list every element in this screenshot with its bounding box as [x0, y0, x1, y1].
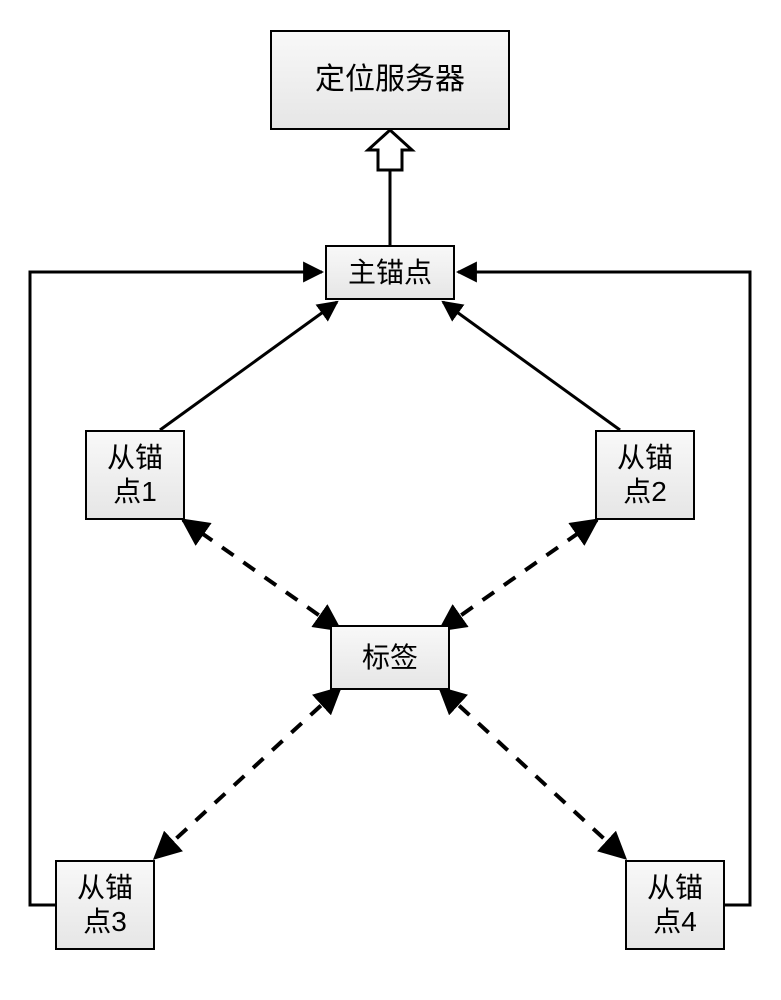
node-main-anchor: 主锚点: [325, 245, 455, 300]
diagram-stage: 定位服务器 主锚点 从锚 点1 从锚 点2 标签 从锚 点3 从锚 点4: [0, 0, 781, 1000]
node-server: 定位服务器: [270, 30, 510, 130]
edge-tag-slave2: [440, 520, 597, 630]
node-slave4-label: 从锚 点4: [647, 871, 703, 938]
edge-tag-slave4: [440, 688, 625, 858]
edge-tag-slave3: [155, 688, 340, 858]
edge-slave1-to-main: [160, 302, 337, 430]
node-main-anchor-label: 主锚点: [348, 256, 432, 290]
node-slave1-label: 从锚 点1: [107, 441, 163, 508]
node-slave3-label: 从锚 点3: [77, 871, 133, 938]
edge-slave2-to-main: [443, 302, 620, 430]
node-slave4: 从锚 点4: [625, 860, 725, 950]
edge-main-to-server: [368, 130, 412, 245]
node-tag: 标签: [330, 625, 450, 690]
edge-tag-slave1: [183, 520, 340, 630]
node-slave2-label: 从锚 点2: [617, 441, 673, 508]
edge-slave3-to-main: [30, 272, 322, 905]
node-slave3: 从锚 点3: [55, 860, 155, 950]
node-slave1: 从锚 点1: [85, 430, 185, 520]
node-slave2: 从锚 点2: [595, 430, 695, 520]
node-server-label: 定位服务器: [315, 62, 465, 98]
node-tag-label: 标签: [362, 641, 418, 675]
edge-slave4-to-main: [458, 272, 750, 905]
